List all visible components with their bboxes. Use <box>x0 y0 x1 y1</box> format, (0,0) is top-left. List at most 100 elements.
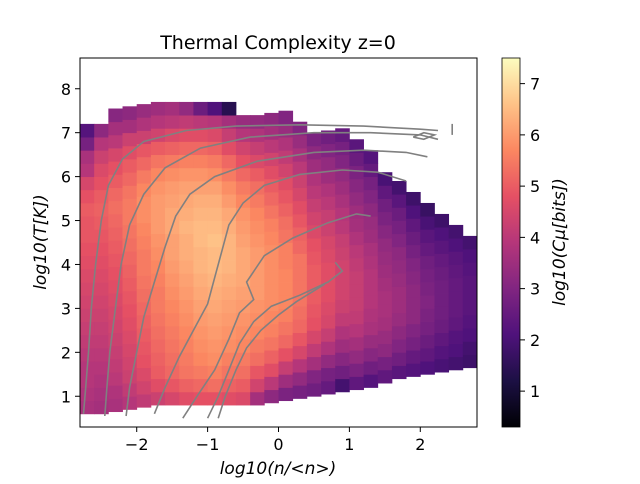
heatmap-cell <box>462 314 477 329</box>
heatmap-cell <box>349 244 364 259</box>
heatmap-cell <box>434 332 450 347</box>
heatmap-cell <box>80 216 95 230</box>
heatmap-cell <box>391 312 407 327</box>
heatmap-cell <box>165 260 180 274</box>
heatmap-cell <box>363 268 379 283</box>
x-tick-label: 1 <box>344 435 354 454</box>
heatmap-cell <box>264 389 279 404</box>
heatmap-cell <box>434 319 450 333</box>
heatmap-cell <box>108 306 123 320</box>
heatmap-cell <box>108 279 123 294</box>
heatmap-cell <box>264 257 279 272</box>
heatmap-cell <box>349 218 364 232</box>
heatmap-cell <box>80 137 95 151</box>
heatmap-cell <box>122 198 138 213</box>
heatmap-cell <box>179 273 194 287</box>
heatmap-cell <box>250 339 265 353</box>
heatmap-cell <box>207 273 223 287</box>
colorbar-label: log10(Cμ[bits]) <box>550 178 570 306</box>
heatmap-cell <box>264 191 279 206</box>
heatmap-cell <box>278 216 294 230</box>
heatmap-cell <box>108 372 123 386</box>
heatmap-cell <box>136 341 152 355</box>
x-tick-label: 2 <box>415 435 425 454</box>
heatmap-cell <box>434 345 450 360</box>
heatmap-cell <box>122 132 138 147</box>
heatmap-cell <box>292 332 308 347</box>
heatmap-cell <box>235 365 251 380</box>
heatmap-cell <box>321 183 336 197</box>
heatmap-cell <box>448 277 464 292</box>
heatmap-cell <box>235 312 251 327</box>
heatmap-cell <box>122 185 138 199</box>
heatmap-cell <box>221 207 237 221</box>
heatmap-cell <box>420 202 435 217</box>
heatmap-cell <box>420 361 435 375</box>
heatmap-cell <box>264 112 279 127</box>
colorbar-tick-label: 7 <box>530 75 540 94</box>
heatmap-cell <box>193 115 209 129</box>
heatmap-cell <box>179 233 194 248</box>
y-tick-label: 1 <box>61 387 71 406</box>
colorbar-tick-label: 5 <box>530 177 540 196</box>
heatmap-cell <box>306 185 322 199</box>
heatmap-cell <box>306 330 322 344</box>
heatmap-cell <box>306 172 322 186</box>
heatmap-cell <box>108 134 123 149</box>
heatmap-cell <box>335 299 350 314</box>
heatmap-cell <box>235 167 251 182</box>
heatmap-cell <box>207 101 223 116</box>
heatmap-cell <box>136 235 152 250</box>
heatmap-cell <box>150 352 166 366</box>
heatmap-cell <box>221 339 237 353</box>
heatmap-cell <box>179 365 194 380</box>
heatmap-cell <box>406 363 421 377</box>
heatmap-cell <box>165 273 180 287</box>
heatmap-cell <box>221 181 237 195</box>
colorbar-tick-label: 4 <box>530 228 540 247</box>
heatmap-cell <box>406 257 421 272</box>
heatmap-cell <box>136 249 152 263</box>
heatmap-cell <box>420 242 435 257</box>
heatmap-cell <box>420 268 435 283</box>
heatmap-cell <box>391 273 407 287</box>
heatmap-cell <box>207 312 223 327</box>
heatmap-cell <box>250 220 265 235</box>
heatmap-cell <box>264 350 279 364</box>
heatmap-cell <box>377 238 393 252</box>
heatmap-cell <box>363 202 379 217</box>
heatmap-cell <box>349 271 364 285</box>
heatmap-cell <box>321 367 336 382</box>
heatmap-cell <box>278 268 294 283</box>
heatmap-cell <box>94 387 109 402</box>
heatmap-cell <box>150 378 166 393</box>
heatmap-cell <box>193 194 209 208</box>
heatmap-cell <box>122 159 138 173</box>
heatmap-cell <box>179 194 194 208</box>
heatmap-cell <box>420 295 435 309</box>
heatmap-cell <box>136 104 152 118</box>
heatmap-cell <box>448 304 464 318</box>
heatmap-cell <box>108 121 123 136</box>
heatmap-cell <box>235 246 251 261</box>
heatmap-cell <box>335 273 350 287</box>
heatmap-cell <box>278 374 294 388</box>
heatmap-cell <box>165 391 180 406</box>
heatmap-cell <box>108 213 123 228</box>
heatmap-cell <box>292 134 308 149</box>
heatmap-cell <box>136 314 152 329</box>
heatmap-cell <box>349 336 364 351</box>
heatmap-cell <box>377 290 393 305</box>
heatmap-cell <box>406 297 421 311</box>
heatmap-cell <box>292 345 308 360</box>
heatmap-cell <box>122 330 138 344</box>
heatmap-cell <box>193 352 209 366</box>
heatmap-cell <box>292 200 308 215</box>
heatmap-cell <box>136 170 152 184</box>
heatmap-cell <box>108 148 123 162</box>
heatmap-cell <box>108 253 123 268</box>
y-tick-label: 6 <box>61 168 71 187</box>
heatmap-cell <box>235 299 251 314</box>
heatmap-cell <box>235 233 251 248</box>
heatmap-cell <box>221 101 237 116</box>
